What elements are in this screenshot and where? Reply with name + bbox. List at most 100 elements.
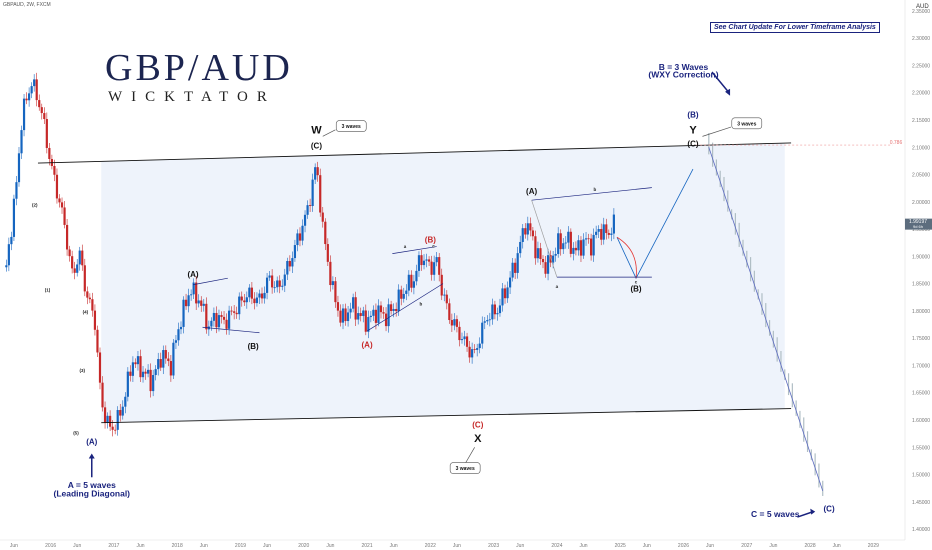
time-tick-label: Jun	[706, 543, 714, 549]
candle-body	[349, 308, 352, 313]
three-waves-callout[interactable]: 3 waves	[335, 120, 367, 132]
candle-body	[222, 316, 226, 320]
candle-body	[554, 253, 557, 256]
candle-body	[93, 310, 97, 330]
candle-body	[195, 282, 198, 304]
candle-body	[311, 179, 314, 207]
candle-body	[359, 313, 362, 316]
candle-body	[38, 100, 41, 108]
candle-body	[58, 198, 61, 203]
candle-body	[301, 225, 304, 241]
price-tick-label: 2.10000	[912, 145, 930, 151]
candle-body	[372, 309, 375, 316]
candle-body	[271, 275, 274, 288]
candle-body	[258, 293, 261, 298]
candle-body	[493, 304, 497, 315]
time-tick-label: Jun	[73, 543, 81, 549]
candle-body	[605, 224, 608, 234]
three-waves-callout[interactable]: 3 waves	[449, 462, 481, 474]
candle-body	[541, 258, 545, 263]
three-waves-callout[interactable]: 3 waves	[731, 117, 763, 130]
candle-body	[407, 274, 410, 291]
channel-top-line[interactable]	[37, 142, 792, 164]
triangle-side-line	[531, 200, 558, 278]
candle-body	[20, 130, 23, 154]
candle-body	[184, 299, 188, 307]
time-tick-label: 2020	[298, 543, 309, 549]
wave-label: X	[474, 433, 482, 445]
candle-body	[455, 319, 459, 327]
time-tick-label: Jun	[453, 543, 461, 549]
candle-body	[339, 310, 342, 323]
candle-body	[114, 429, 117, 431]
candle-body	[516, 253, 519, 273]
candle-body	[205, 303, 208, 330]
candle-body	[453, 319, 456, 326]
candle-body	[445, 294, 448, 304]
candle-body	[544, 262, 547, 274]
candle-body	[521, 228, 524, 242]
candle-body	[33, 79, 36, 87]
candle-body	[420, 255, 423, 266]
candle-body	[17, 153, 21, 183]
svg-text:9d 6h: 9d 6h	[913, 224, 923, 229]
sub-wave-label: a	[556, 284, 559, 289]
candle-body	[250, 287, 253, 299]
svg-text:3 waves: 3 waves	[342, 124, 361, 130]
candle-body	[152, 375, 155, 392]
candle-body	[98, 352, 102, 383]
candle-body	[536, 248, 540, 259]
candle-body	[491, 304, 494, 320]
wave-label: (A)	[362, 340, 373, 349]
channel-bottom-line[interactable]	[101, 408, 792, 424]
candle-body	[425, 259, 428, 261]
chart-update-note[interactable]: See Chart Update For Lower Timeframe Ana…	[710, 22, 880, 33]
candle-body	[15, 182, 18, 199]
candle-body	[276, 280, 279, 288]
sub-wave-label: (1)	[45, 287, 51, 292]
candle-body	[488, 319, 491, 321]
candle-body	[273, 287, 276, 289]
candle-body	[610, 233, 613, 235]
time-tick-label: Jun	[326, 543, 334, 549]
price-tick-label: 2.15000	[912, 118, 930, 124]
time-axis[interactable]: Jun 2016 Jun 2017 Jun 2018 Jun 2019 Jun 2020 Jun 20…	[10, 543, 879, 549]
candle-body	[268, 275, 271, 278]
candle-body	[473, 349, 476, 350]
candle-body	[471, 349, 474, 358]
candle-body	[212, 312, 216, 321]
candle-body	[552, 255, 555, 263]
time-tick-label: 2026	[678, 543, 689, 549]
time-tick-label: 2024	[551, 543, 562, 549]
candle-body	[607, 233, 610, 235]
candle-body	[362, 310, 365, 316]
wave-label: (C)	[687, 140, 698, 149]
wave-label: B = 3 Waves	[659, 62, 709, 72]
candle-body	[81, 250, 84, 266]
time-tick-label: 2022	[425, 543, 436, 549]
candle-body	[164, 350, 167, 359]
wave-label: (C)	[311, 141, 322, 150]
candle-body	[278, 280, 281, 287]
candle-body	[557, 233, 560, 254]
price-axis[interactable]: 2.35000 2.30000 2.25000 2.20000 2.15000 2.100…	[912, 9, 930, 533]
sub-wave-label: (4)	[83, 310, 89, 315]
price-tick-label: 1.55000	[912, 445, 930, 451]
candle-body	[83, 265, 86, 292]
wave-label: (B)	[630, 284, 641, 293]
candle-body	[572, 247, 575, 254]
wave-label: (A)	[86, 438, 97, 447]
time-tick-label: Jun	[769, 543, 777, 549]
candle-body	[433, 262, 436, 275]
candle-body	[587, 238, 590, 240]
candle-body	[25, 98, 28, 101]
candle-body	[136, 356, 140, 365]
svg-text:3 waves: 3 waves	[737, 121, 756, 127]
candle-body	[154, 369, 157, 376]
svg-text:3 waves: 3 waves	[456, 466, 475, 472]
candle-body	[131, 362, 135, 376]
candle-body	[341, 308, 345, 323]
candle-body	[415, 270, 418, 282]
forecast-layer	[708, 133, 824, 496]
